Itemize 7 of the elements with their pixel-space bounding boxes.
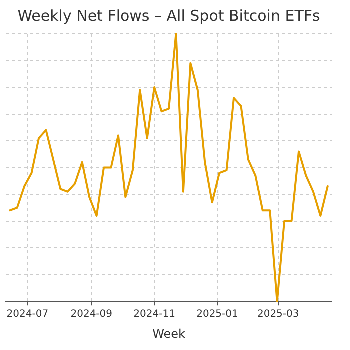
x-tick-label: 2025-01 (196, 309, 238, 320)
x-tick-label: 2024-11 (134, 309, 176, 320)
chart-title: Weekly Net Flows – All Spot Bitcoin ETFs (18, 6, 320, 25)
x-axis-title: Week (152, 326, 186, 341)
x-tick-label: 2025-03 (257, 309, 300, 320)
x-tick-label: 2024-07 (6, 309, 49, 320)
x-tick-label: 2024-09 (70, 309, 113, 320)
